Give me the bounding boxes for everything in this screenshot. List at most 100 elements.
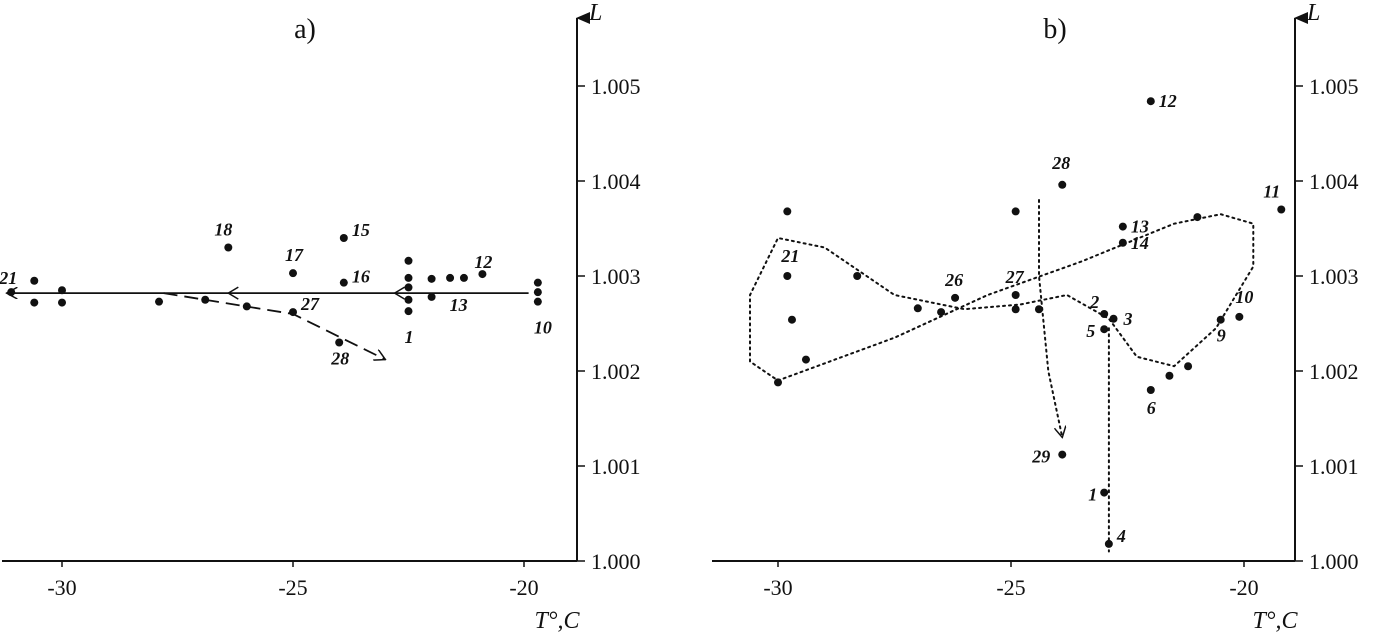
direction-arrow: [226, 286, 239, 300]
data-point: [427, 274, 436, 283]
y-tick-label: 1.000: [591, 549, 641, 574]
data-point: [404, 283, 413, 292]
panel-title: b): [1043, 14, 1066, 45]
point-label: 27: [1005, 267, 1025, 287]
point-label: 9: [1217, 326, 1226, 346]
data-point: [1193, 213, 1202, 222]
point-label: 13: [450, 295, 468, 315]
data-point: [774, 378, 782, 387]
data-point: [1277, 205, 1286, 214]
data-point: [427, 292, 436, 301]
data-point: [155, 297, 164, 306]
y-tick-label: 1.004: [591, 169, 641, 194]
data-point: [404, 256, 413, 265]
y-tick-label: 1.001: [591, 454, 641, 479]
data-point: [201, 295, 210, 304]
point-label: 28: [330, 349, 349, 369]
data-point: [1146, 97, 1155, 106]
y-tick-label: 1.000: [1309, 549, 1359, 574]
trajectory-dotted: [749, 213, 1255, 382]
y-tick-label: 1.004: [1309, 169, 1359, 194]
data-point: [1011, 291, 1020, 299]
data-point: [1235, 312, 1244, 321]
panel-a: a) L T°,C -30 -25 -20 1.000 1.001 1.002 1.003 1.00…: [0, 0, 641, 634]
data-point: [1109, 314, 1118, 323]
data-point: [446, 273, 455, 282]
x-tick-label: -20: [1229, 575, 1258, 600]
data-point: [289, 308, 297, 317]
data-point: [1100, 488, 1109, 497]
x-tick-label: -25: [996, 575, 1025, 600]
panel-title: a): [294, 14, 316, 45]
point-label: 3: [1123, 309, 1133, 329]
data-point: [783, 207, 792, 216]
data-point: [478, 270, 487, 279]
data-point: [224, 243, 233, 252]
data-point: [937, 308, 946, 317]
trajectory-dashed: [163, 292, 386, 360]
data-point: [801, 355, 810, 364]
data-point: [1118, 222, 1127, 231]
point-label: 15: [352, 220, 370, 240]
data-point: [1100, 325, 1109, 334]
data-point: [533, 297, 542, 306]
point-label: 27: [300, 294, 320, 314]
data-point: [1118, 238, 1127, 247]
data-point: [1034, 305, 1043, 314]
point-label: 5: [1086, 321, 1095, 341]
data-point: [242, 302, 251, 311]
point-label: 14: [1131, 233, 1149, 253]
x-axis-label: T°,C: [1253, 608, 1299, 634]
data-point: [58, 286, 66, 295]
x-tick-label: -20: [509, 575, 538, 600]
data-point: [404, 273, 413, 282]
data-point: [1104, 539, 1113, 548]
point-label: 1: [1088, 485, 1097, 505]
point-label: 18: [214, 220, 232, 240]
data-point: [533, 288, 542, 297]
point-label: 1: [405, 327, 414, 347]
data-point: [1011, 305, 1020, 314]
data-point: [459, 273, 468, 282]
data-point: [58, 298, 66, 307]
y-tick-label: 1.001: [1309, 454, 1359, 479]
point-label: 21: [0, 268, 17, 288]
y-tick-label: 1.003: [1309, 264, 1359, 289]
data-point: [1011, 207, 1020, 216]
point-label: 4: [1116, 526, 1126, 546]
point-label: 21: [780, 246, 799, 266]
y-axis-label: L: [1306, 0, 1320, 26]
point-label: 12: [1159, 91, 1177, 111]
point-label: 13: [1131, 217, 1149, 237]
y-tick-label: 1.003: [591, 264, 641, 289]
point-label: 10: [1235, 287, 1253, 307]
data-point: [1058, 180, 1067, 189]
point-label: 11: [1263, 182, 1280, 202]
data-point: [951, 293, 960, 302]
y-tick-label: 1.002: [1309, 359, 1359, 384]
data-point: [339, 278, 348, 287]
panel-b: b) L T°,C -30 -25 -20 1.000 1.001 1.002 1.003 1.00…: [712, 0, 1359, 634]
trajectory-dotted: [1038, 199, 1062, 438]
point-label: 29: [1031, 447, 1050, 467]
data-point: [1216, 315, 1225, 324]
point-label: 17: [285, 245, 304, 265]
point-label: 2: [1089, 292, 1099, 312]
x-tick-label: -30: [763, 575, 792, 600]
data-point: [404, 295, 413, 304]
data-point: [533, 278, 542, 287]
x-tick-label: -25: [278, 575, 307, 600]
data-point: [339, 234, 348, 242]
data-point: [335, 338, 344, 347]
point-label: 10: [534, 318, 552, 338]
y-tick-label: 1.005: [591, 74, 641, 99]
x-tick-label: -30: [47, 575, 76, 600]
point-label: 16: [352, 267, 370, 287]
data-point: [1165, 371, 1174, 380]
data-point: [404, 307, 413, 316]
data-point: [1100, 310, 1109, 318]
point-label: 12: [474, 252, 492, 272]
data-point: [1058, 450, 1067, 459]
data-point: [783, 272, 792, 280]
